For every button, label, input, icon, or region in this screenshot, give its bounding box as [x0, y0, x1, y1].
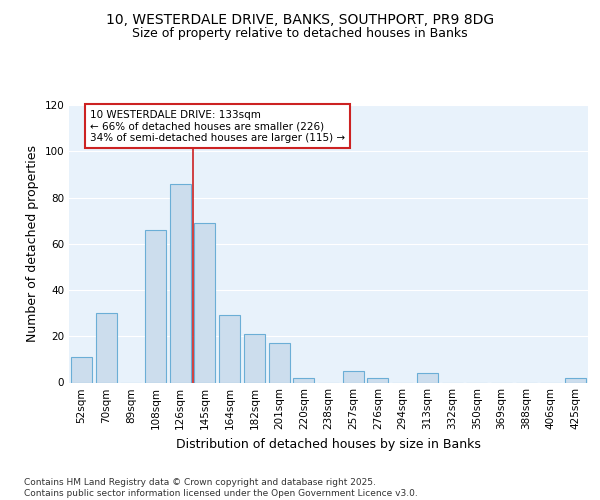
Text: 10, WESTERDALE DRIVE, BANKS, SOUTHPORT, PR9 8DG: 10, WESTERDALE DRIVE, BANKS, SOUTHPORT, … — [106, 12, 494, 26]
Text: Size of property relative to detached houses in Banks: Size of property relative to detached ho… — [132, 28, 468, 40]
X-axis label: Distribution of detached houses by size in Banks: Distribution of detached houses by size … — [176, 438, 481, 451]
Bar — [71, 357, 92, 382]
Bar — [565, 378, 586, 382]
Bar — [95, 313, 116, 382]
Bar — [343, 371, 364, 382]
Bar — [170, 184, 191, 382]
Bar — [417, 373, 438, 382]
Y-axis label: Number of detached properties: Number of detached properties — [26, 145, 39, 342]
Bar — [194, 223, 215, 382]
Bar — [293, 378, 314, 382]
Text: Contains HM Land Registry data © Crown copyright and database right 2025.
Contai: Contains HM Land Registry data © Crown c… — [24, 478, 418, 498]
Bar — [219, 316, 240, 382]
Text: 10 WESTERDALE DRIVE: 133sqm
← 66% of detached houses are smaller (226)
34% of se: 10 WESTERDALE DRIVE: 133sqm ← 66% of det… — [90, 110, 345, 143]
Bar — [145, 230, 166, 382]
Bar — [269, 343, 290, 382]
Bar — [367, 378, 388, 382]
Bar — [244, 334, 265, 382]
